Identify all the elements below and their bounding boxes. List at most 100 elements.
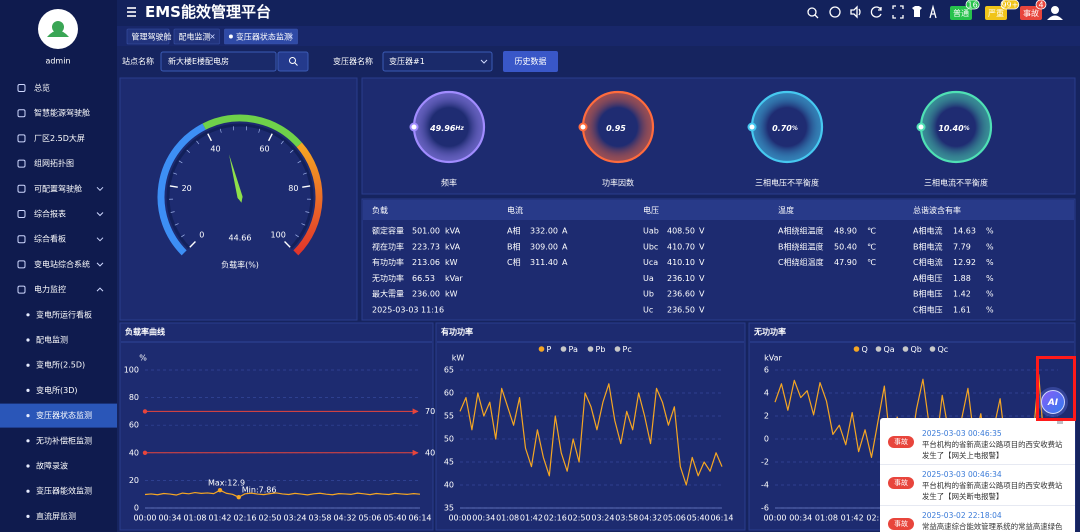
legend-label[interactable]: Qa [884, 345, 895, 354]
icon-theme[interactable] [912, 6, 922, 17]
icon-target[interactable] [829, 6, 841, 18]
cell-label: Uc [643, 306, 653, 315]
legend-label[interactable]: Pb [596, 345, 606, 354]
submenu-item[interactable]: 无功补偿柜监测 [26, 435, 92, 445]
gauge-inner-ring [166, 123, 314, 249]
legend-item[interactable]: Q [853, 345, 868, 354]
menu-label: 组网拓扑图 [34, 158, 74, 168]
x-tick-label: 06:14 [408, 514, 431, 523]
notification[interactable]: 事故 2025-03-03 00:46:35 平台机构的省新高速公路项目的西安收费站… [880, 424, 1075, 465]
chart-title: 无功功率 [753, 327, 786, 337]
cell-value: 47.90 [834, 258, 857, 267]
icon-refresh[interactable] [870, 6, 882, 18]
metric-unit: Hz [455, 125, 464, 132]
y-tick-label: 40 [444, 481, 454, 490]
gauge-minor-tick [280, 140, 284, 145]
menu-icon [17, 235, 26, 244]
metric-number: 0.95 [606, 124, 626, 133]
submenu-item[interactable]: 故障录波 [26, 461, 68, 471]
tab[interactable]: 管理驾驶舱 [126, 28, 172, 45]
legend-item[interactable]: Pa [560, 345, 578, 354]
search-button[interactable] [277, 51, 309, 72]
menu-item[interactable]: 组网拓扑图 [17, 158, 74, 168]
x-tick-label: 01:08 [815, 514, 838, 523]
x-tick-label: 03:58 [615, 514, 638, 523]
menu-item[interactable]: 电力监控 [17, 284, 104, 294]
tab[interactable]: 配电监测 [173, 28, 220, 45]
icon-search[interactable] [807, 7, 819, 19]
menu-item[interactable]: 厂区2.5D大屏 [17, 133, 85, 143]
submenu-label: 变电所(2.5D) [36, 360, 85, 370]
menu-item[interactable]: 综合报表 [17, 209, 104, 219]
icon-fullscreen[interactable] [892, 5, 904, 19]
tab[interactable]: 变压器状态监测 [224, 28, 298, 45]
menu-item[interactable]: 总览 [17, 83, 50, 93]
submenu-active [0, 403, 117, 428]
history-button[interactable] [503, 51, 558, 72]
ai-button[interactable] [1041, 390, 1065, 414]
highlight-box [1036, 356, 1076, 421]
alarm-badge[interactable]: 事故4 [1020, 0, 1047, 20]
x-tick-label: 01:42 [208, 514, 231, 523]
legend-item[interactable]: Pc [614, 345, 632, 354]
cell-label: 无功功率 [372, 273, 404, 283]
extreme-point [217, 487, 223, 493]
submenu-item[interactable]: 直流屏监测 [26, 511, 76, 521]
table-header: 温度 [778, 205, 794, 215]
x-tick-label: 06:14 [710, 514, 733, 523]
cell-value: 408.50 [667, 227, 695, 236]
menu-toggle[interactable] [127, 7, 136, 17]
gauge-minor-tick [258, 128, 261, 133]
history-label[interactable]: 历史数据 [515, 56, 547, 66]
notification-tag: 事故 [888, 518, 914, 530]
legend-item[interactable]: P [538, 345, 552, 354]
icon-sound[interactable] [850, 5, 861, 19]
site-input[interactable] [160, 51, 277, 72]
notification[interactable]: 事故 2025-03-03 00:46:34 平台机构的省新高速公路项目的西安收费站… [880, 465, 1075, 506]
gauge-hub [237, 194, 243, 200]
legend-item[interactable]: Qb [902, 345, 922, 354]
username: admin [45, 57, 70, 66]
menu-item[interactable]: 可配置驾驶舱 [17, 183, 104, 193]
cell-unit: V [699, 290, 705, 299]
cell-value: 311.40 [530, 258, 558, 267]
legend-item[interactable]: Qa [875, 345, 895, 354]
legend-label[interactable]: Q [862, 345, 868, 354]
submenu-bullet [26, 489, 30, 493]
tab-close[interactable] [210, 34, 215, 39]
legend-item[interactable]: Pb [587, 345, 606, 354]
menu-label: 厂区2.5D大屏 [34, 133, 85, 143]
submenu-item[interactable]: 变电所(2.5D) [26, 360, 85, 370]
metric-value: 0.70% [772, 124, 798, 133]
legend-label[interactable]: Pc [623, 345, 632, 354]
icon-font[interactable] [929, 4, 937, 19]
submenu-item[interactable]: 变压器状态监测 [0, 403, 117, 428]
menu-item[interactable]: 综合看板 [17, 234, 104, 244]
x-tick-label: 05:40 [383, 514, 406, 523]
submenu-item[interactable]: 变电所运行看板 [26, 309, 92, 319]
tab-bar [117, 26, 1080, 46]
y-tick-label: 6 [764, 366, 769, 375]
legend-item[interactable]: Qc [929, 345, 949, 354]
select-chevron [480, 59, 488, 64]
submenu-item[interactable]: 变压器能效监测 [26, 486, 92, 496]
tab-close[interactable] [288, 34, 293, 39]
metric-label: 频率 [441, 178, 457, 188]
notification[interactable]: 事故 2025-03-02 22:18:04 常益高速综合能效管理系统的常益高速绿色… [880, 506, 1075, 532]
legend-label[interactable]: Qc [938, 345, 949, 354]
gauge-tick-label: 40 [210, 144, 220, 153]
menu-icon [17, 109, 26, 118]
extreme-label: Min:7.86 [242, 486, 277, 495]
menu-item[interactable]: 智慧能源驾驶舱 [17, 108, 90, 118]
menu-item[interactable]: 变电站综合系统 [17, 259, 104, 269]
submenu-item[interactable]: 配电监测 [26, 335, 68, 345]
transformer-select[interactable] [382, 51, 493, 72]
legend-dot [875, 346, 882, 352]
submenu-item[interactable]: 变电所(3D) [26, 385, 78, 395]
icon-user[interactable] [1047, 6, 1063, 20]
legend-label[interactable]: Pa [569, 345, 578, 354]
legend-label[interactable]: Qb [911, 345, 922, 354]
legend-label[interactable]: P [547, 345, 552, 354]
